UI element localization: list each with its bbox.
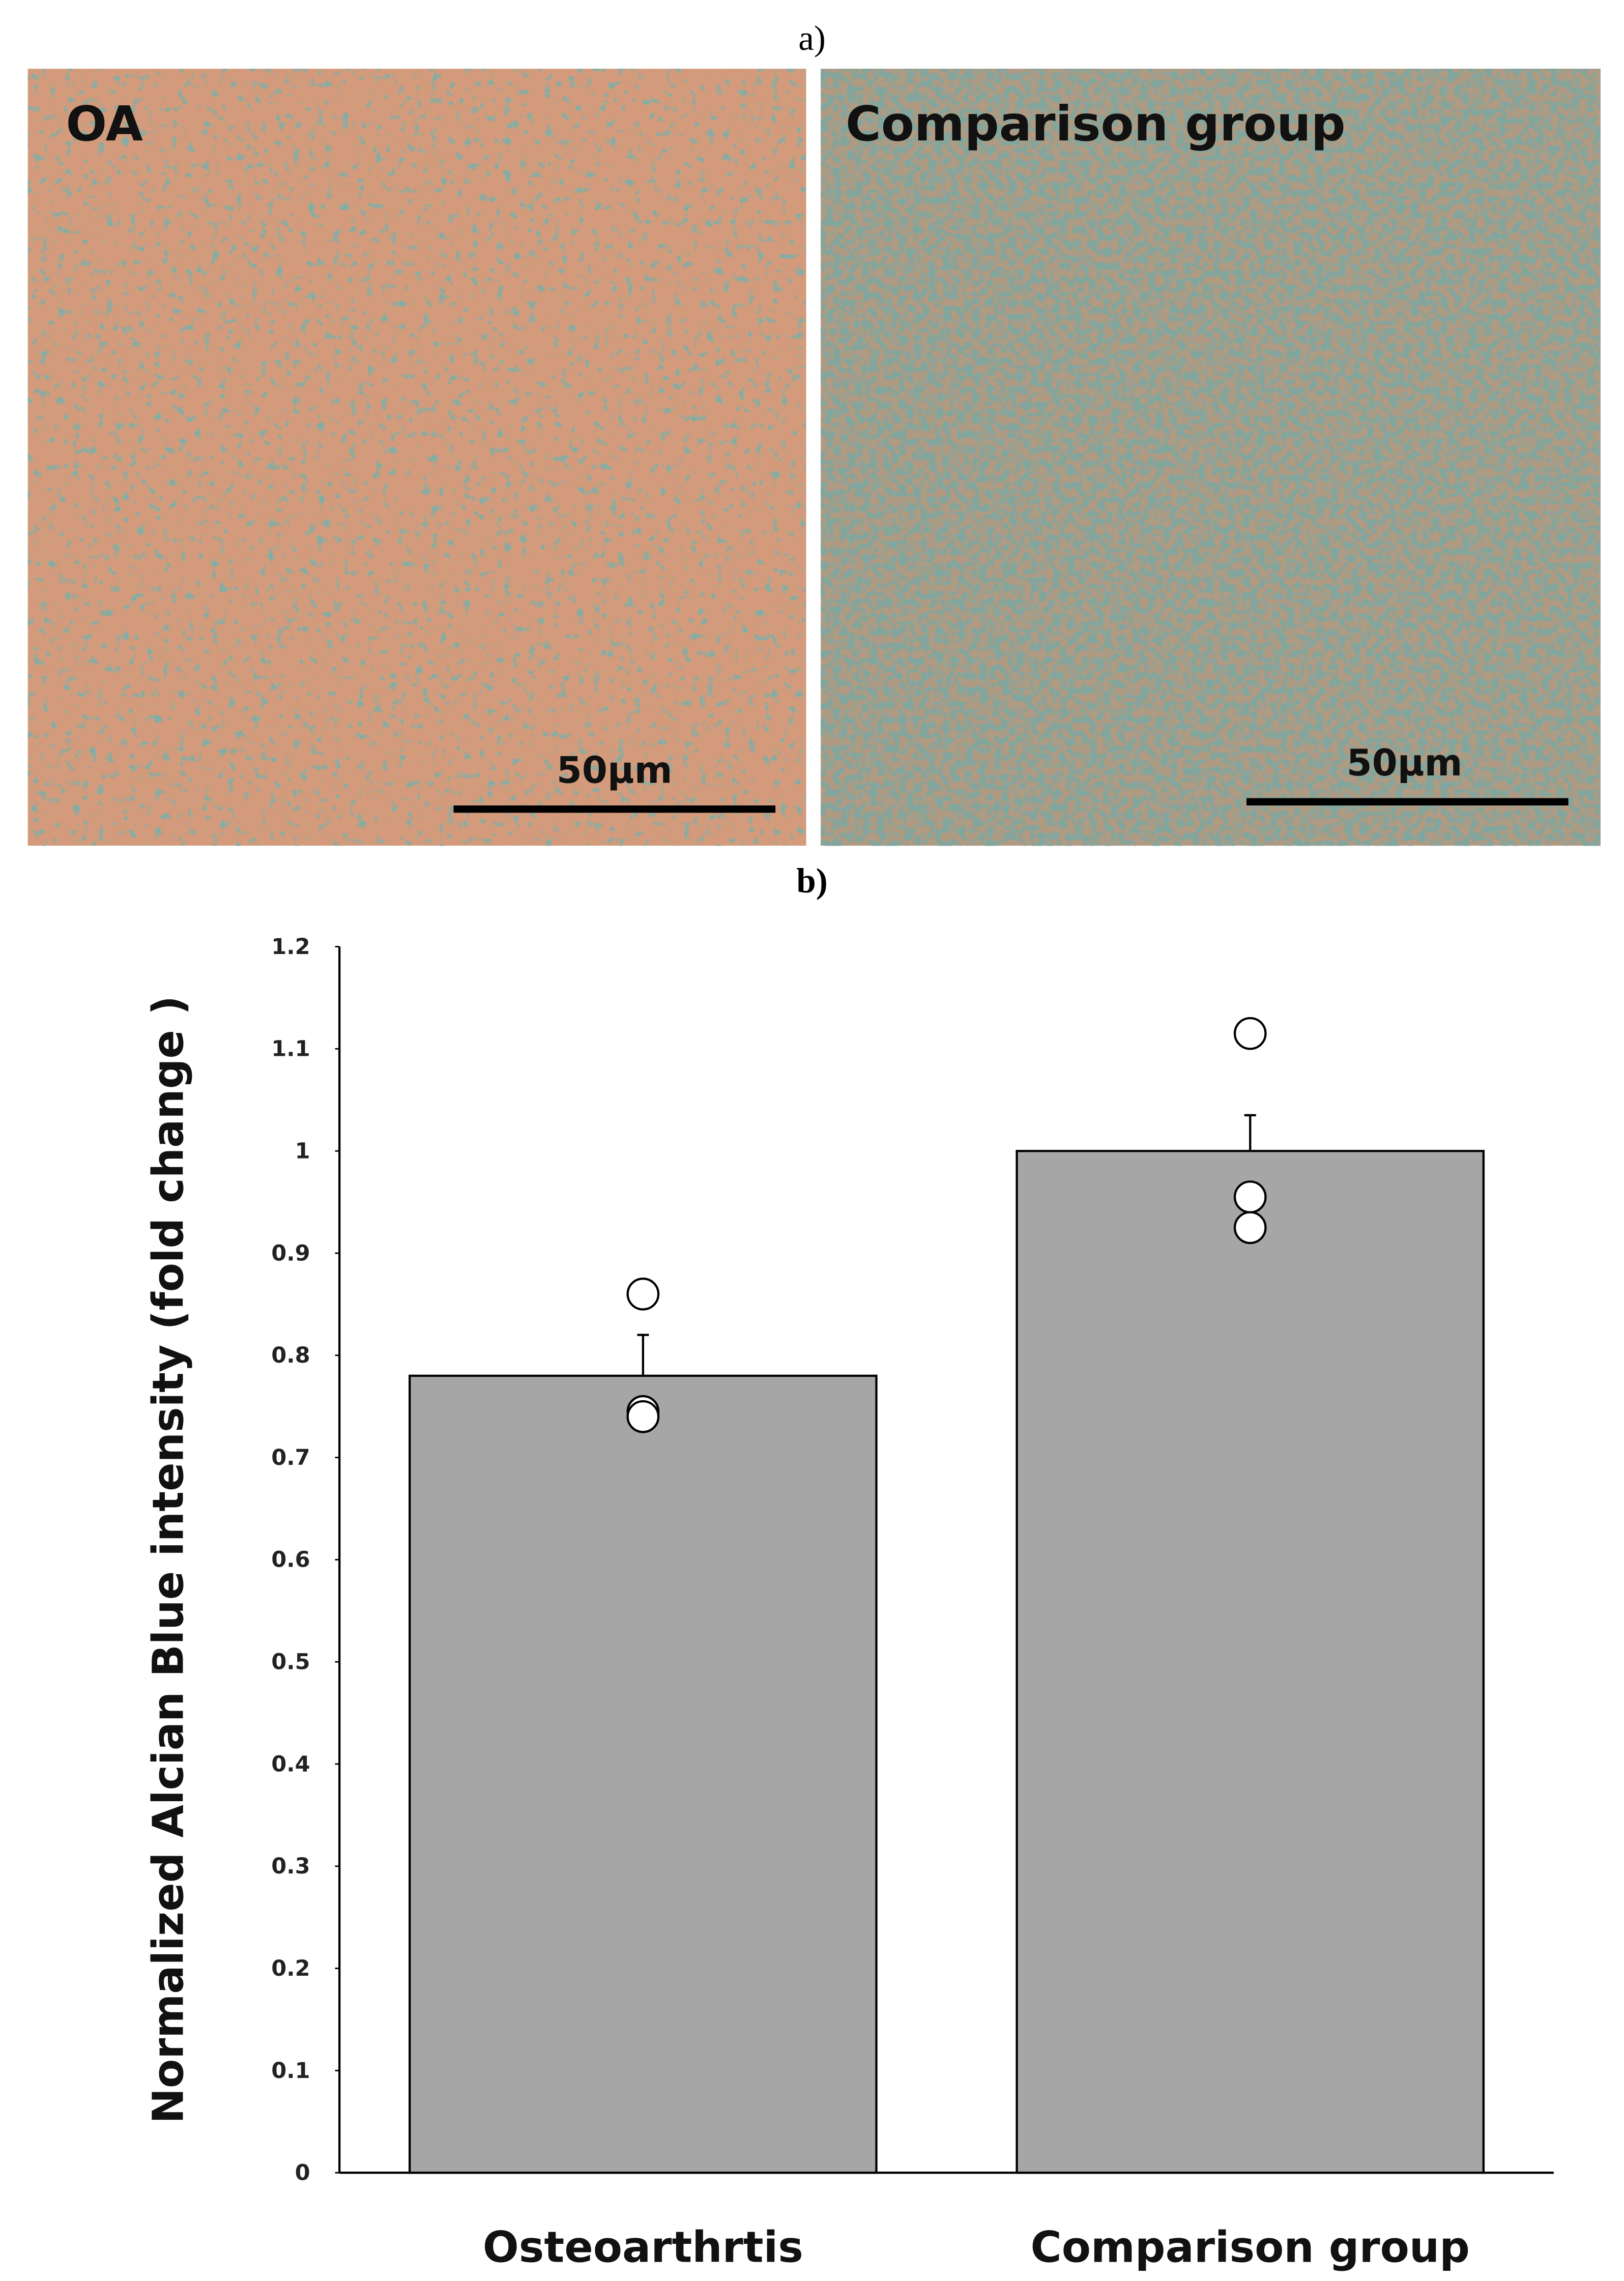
- image-label: OA: [66, 96, 143, 152]
- bar: [409, 1374, 878, 2174]
- image-texture: [27, 69, 806, 846]
- y-axis-label: Normalized Alcian Blue intensity (fold c…: [144, 996, 193, 2124]
- y-tick-label: 0.9: [271, 1240, 310, 1266]
- micrograph: OA 50μm: [27, 69, 806, 846]
- error-bar: [637, 1334, 649, 1376]
- y-tick-label: 0.1: [271, 2058, 310, 2084]
- micrograph: Comparison group 50μm: [821, 69, 1601, 846]
- image-label: Comparison group: [846, 96, 1345, 152]
- y-tick-label: 0: [295, 2160, 310, 2186]
- panel-label: b): [796, 861, 827, 900]
- y-tick-label: 0.2: [271, 1956, 310, 1981]
- data-point: [1233, 1211, 1267, 1245]
- image-texture: [821, 69, 1601, 846]
- data-point: [1233, 1180, 1267, 1214]
- y-tick-label: 0.3: [271, 1854, 310, 1879]
- y-tick-label: 0.7: [271, 1445, 310, 1470]
- x-tick-label: Osteoarthrtis: [483, 2223, 803, 2272]
- y-tick-label: 1: [295, 1138, 310, 1164]
- panel-label: a): [798, 19, 826, 57]
- data-point: [626, 1400, 660, 1433]
- scale-bar-label: 50μm: [1347, 741, 1463, 784]
- bar: [1016, 1149, 1485, 2174]
- data-point: [626, 1277, 660, 1311]
- data-point: [1233, 1017, 1267, 1050]
- y-tick-label: 0.6: [271, 1547, 310, 1573]
- x-tick-label: Comparison group: [1031, 2223, 1470, 2272]
- y-tick-label: 1.2: [271, 934, 310, 960]
- y-tick-label: 0.8: [271, 1343, 310, 1368]
- y-tick-label: 1.1: [271, 1036, 310, 1062]
- y-tick-label: 0.4: [271, 1751, 310, 1777]
- y-tick-label: 0.5: [271, 1650, 310, 1675]
- error-bar: [1244, 1114, 1256, 1151]
- scale-bar-label: 50μm: [557, 748, 673, 791]
